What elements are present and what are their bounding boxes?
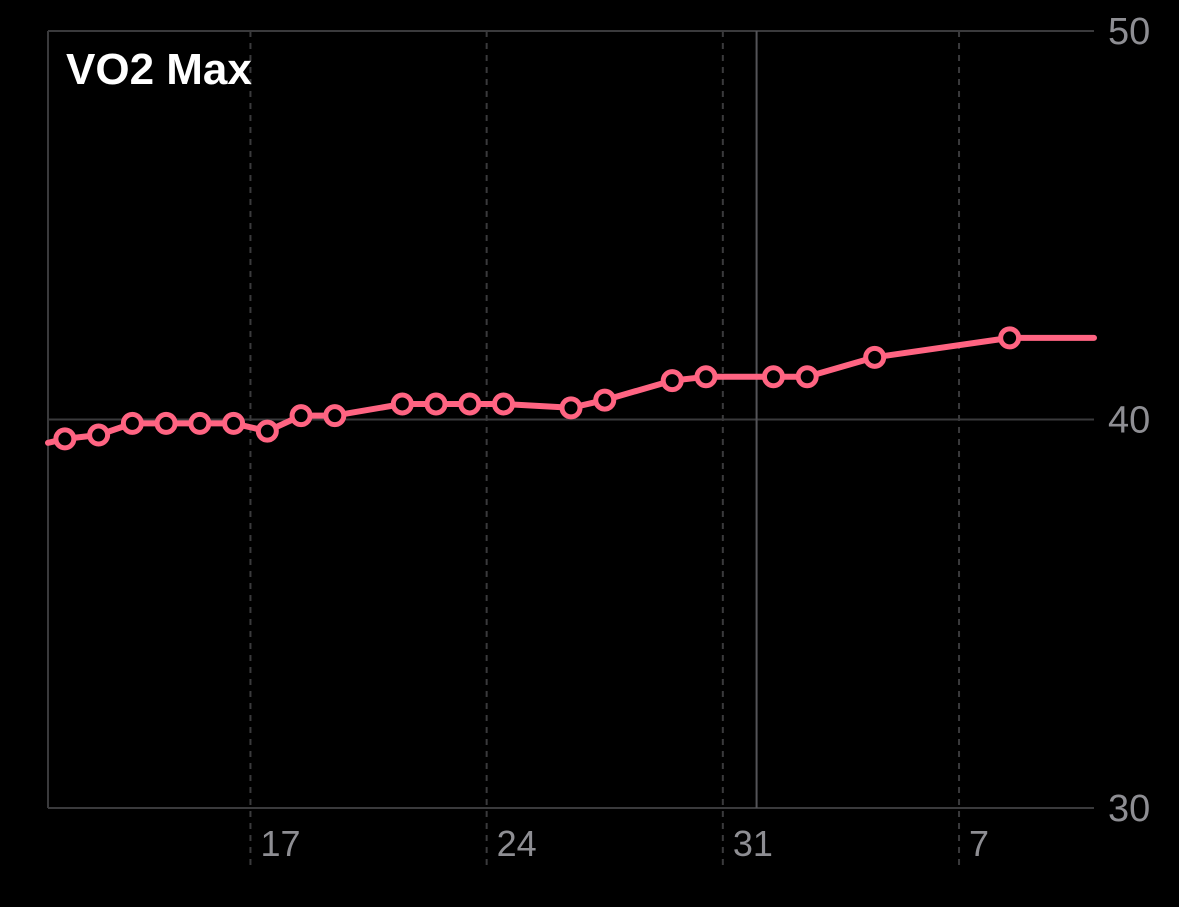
data-point-9 bbox=[323, 404, 347, 428]
data-point-2 bbox=[87, 423, 111, 447]
data-point-7 bbox=[255, 419, 279, 443]
x-tick-label-17: 17 bbox=[260, 823, 300, 864]
y-tick-label-30: 30 bbox=[1108, 788, 1150, 830]
x-tick-label-7: 7 bbox=[969, 823, 989, 864]
chart-title: VO2 Max bbox=[66, 45, 252, 94]
data-point-13 bbox=[492, 392, 516, 416]
data-point-4 bbox=[154, 411, 178, 435]
data-point-6 bbox=[222, 411, 246, 435]
data-point-1 bbox=[53, 427, 77, 451]
data-point-11 bbox=[424, 392, 448, 416]
x-tick-label-31: 31 bbox=[733, 823, 773, 864]
data-point-17 bbox=[694, 365, 718, 389]
data-point-8 bbox=[289, 404, 313, 428]
data-point-12 bbox=[458, 392, 482, 416]
series-layer bbox=[45, 326, 1097, 451]
data-point-3 bbox=[120, 411, 144, 435]
x-tick-label-24: 24 bbox=[497, 823, 537, 864]
data-point-10 bbox=[390, 392, 414, 416]
data-point-21 bbox=[998, 326, 1022, 350]
data-point-19 bbox=[795, 365, 819, 389]
y-tick-label-50: 50 bbox=[1108, 11, 1150, 53]
data-point-15 bbox=[593, 388, 617, 412]
data-point-18 bbox=[761, 365, 785, 389]
y-tick-label-40: 40 bbox=[1108, 400, 1150, 442]
data-point-20 bbox=[863, 345, 887, 369]
data-point-16 bbox=[660, 369, 684, 393]
grid-layer: 50 40 30 17 24 31 7 bbox=[47, 11, 1150, 870]
data-point-14 bbox=[559, 396, 583, 420]
data-point-5 bbox=[188, 411, 212, 435]
